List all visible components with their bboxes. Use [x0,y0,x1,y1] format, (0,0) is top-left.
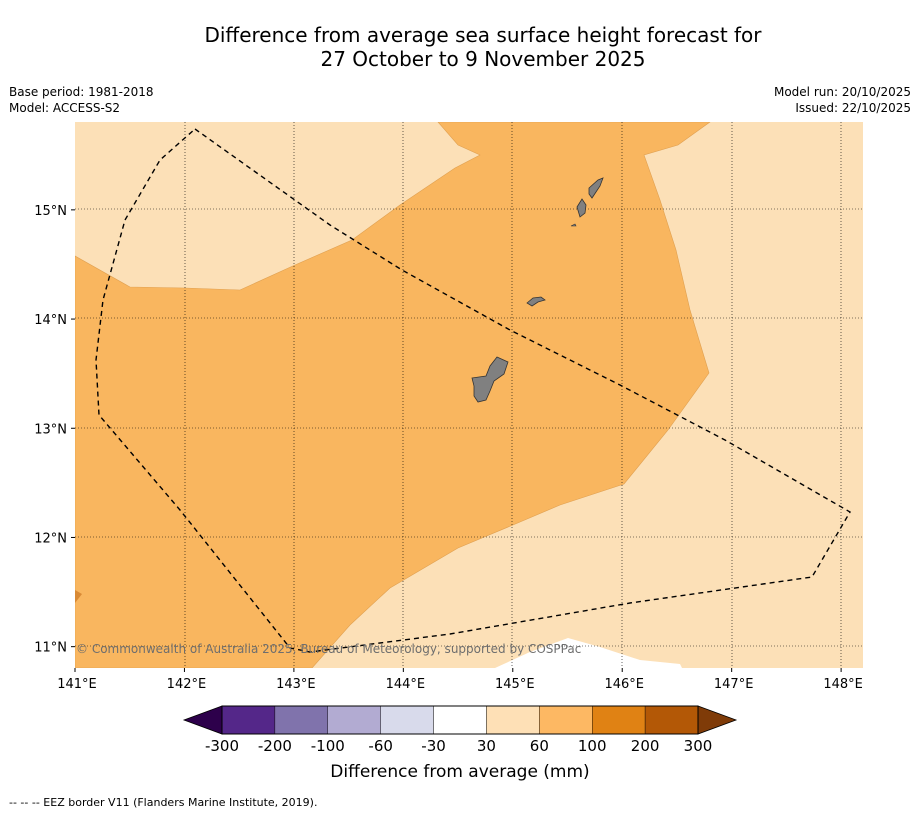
longitude-axis: 141°E 142°E 143°E 144°E 145°E 146°E 147°E 148°E [57,668,863,692]
lon-label: 145°E [495,677,535,692]
model-name: Model: ACCESS-S2 [9,101,121,115]
colorbar-label: Difference from average (mm) [330,762,589,782]
lat-label: 13°N [34,422,67,437]
lon-label: 148°E [823,677,863,692]
colorbar-tick-label: -60 [368,737,393,755]
colorbar-tick-label: 100 [578,737,607,755]
graticule [75,122,863,668]
colorbar-segment [221,705,276,735]
chart-title-line1: Difference from average sea surface heig… [204,23,762,47]
island-guam [471,356,509,403]
colorbar-extend-low [182,705,223,735]
colorbar-tick-label: -30 [421,737,446,755]
colorbar-tick-label: -300 [205,737,239,755]
colorbar-tick-label: -200 [258,737,292,755]
island-aguijan [570,223,577,227]
map-area: © Commonwealth of Australia 2025, Bureau… [75,122,863,668]
lat-label: 11°N [34,641,67,656]
island-tinian [576,198,587,218]
issued-date: Issued: 22/10/2025 [795,101,911,115]
colorbar-tick-label: 30 [477,737,496,755]
colorbar-segment [380,705,434,735]
colorbar-tick-label: 60 [530,737,549,755]
lat-label: 14°N [34,313,67,328]
island-saipan [588,177,604,199]
colorbar-tick-label: 200 [631,737,660,755]
model-run-date: Model run: 20/10/2025 [773,85,911,99]
colorbar-segment [433,705,487,735]
colorbar-extend-high [697,705,738,735]
anomaly-fleck [75,590,82,603]
eez-footnote: -- -- -- EEZ border V11 (Flanders Marine… [9,796,318,809]
lon-label: 143°E [276,677,316,692]
anomaly-band-neutral [495,638,682,668]
eez-border [95,128,851,653]
base-period: Base period: 1981-2018 [9,85,154,99]
lon-label: 141°E [57,677,97,692]
colorbar-segment [592,705,646,735]
colorbar-segment [486,705,540,735]
colorbar-tick-label: -100 [311,737,345,755]
colorbar-segment [644,705,699,735]
chart-title-line2: 27 October to 9 November 2025 [320,47,646,71]
copyright-notice: © Commonwealth of Australia 2025, Bureau… [76,642,581,656]
colorbar-frame [221,705,699,735]
colorbar-segment [539,705,593,735]
lon-label: 146°E [604,677,644,692]
anomaly-band-60-100 [75,122,711,668]
lon-label: 144°E [386,677,426,692]
island-rota [526,296,546,307]
colorbar-segment [274,705,328,735]
colorbar-tick-label: 300 [684,737,713,755]
colorbar: -300 -200 -100 -60 -30 30 60 100 200 300 [182,705,738,755]
lat-label: 15°N [34,204,67,219]
lon-label: 147°E [714,677,754,692]
forecast-map: © Commonwealth of Australia 2025, Bureau… [34,122,863,782]
latitude-axis: 15°N 14°N 13°N 12°N 11°N [34,204,75,656]
lon-label: 142°E [167,677,207,692]
lat-label: 12°N [34,531,67,546]
colorbar-segment [327,705,381,735]
